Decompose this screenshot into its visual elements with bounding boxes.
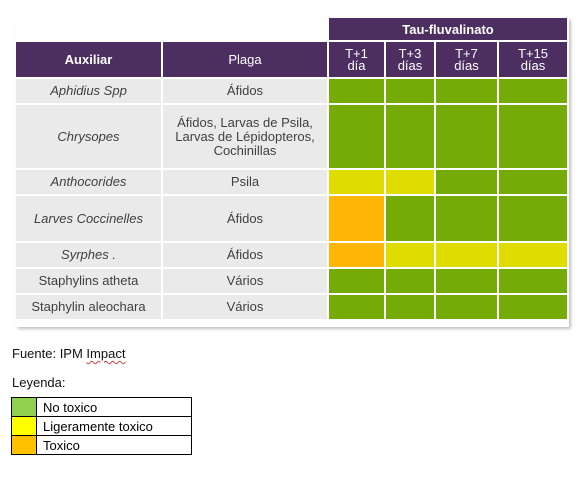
cell-auxiliar: Anthocorides <box>16 170 161 194</box>
plaga-text: Áfidos <box>226 247 264 262</box>
header-plaga: Plaga <box>163 42 327 77</box>
toxicity-cell-no <box>499 269 567 293</box>
toxicity-table: Tau-fluvalinato Auxiliar Plaga T+1 día T+3 día… <box>16 18 567 325</box>
toxicity-cell-no <box>499 295 567 319</box>
toxicity-cell-no <box>499 170 567 194</box>
auxiliar-text: Chrysopes <box>57 128 120 144</box>
toxicity-cell-no <box>499 196 567 241</box>
toxicity-cell-no <box>329 269 384 293</box>
toxicity-cell-lig <box>499 243 567 267</box>
header-time-line1: T+15 <box>518 45 548 61</box>
super-header-text: Tau-fluvalinato <box>402 21 494 37</box>
header-time-3: T+15 días <box>499 42 567 77</box>
cell-plaga: Vários <box>163 295 327 319</box>
header-time-2: T+7 días <box>436 42 497 77</box>
toxicity-cell-no <box>386 295 434 319</box>
plaga-text: Áfidos <box>226 210 264 226</box>
toxicity-cell-no <box>329 295 384 319</box>
toxicity-cell-tox <box>329 243 384 267</box>
header-time-line2: días <box>397 57 423 73</box>
auxiliar-text: Staphylin aleochara <box>31 299 146 314</box>
toxicity-cell-no <box>436 196 497 241</box>
toxicity-cell-no <box>499 105 567 168</box>
toxicity-cell-lig <box>386 170 434 194</box>
plaga-text: Áfidos <box>226 83 264 98</box>
toxicity-cell-no <box>436 105 497 168</box>
header-time-1: T+3 días <box>386 42 434 77</box>
cell-plaga: Vários <box>163 269 327 293</box>
header-time-line1: T+1 <box>345 45 368 61</box>
cell-auxiliar: Larves Coccinelles <box>16 196 161 241</box>
legend-title: Leyenda: <box>12 375 66 390</box>
cell-plaga: Áfidos, Larvas de Psila, Larvas de Lépid… <box>163 105 327 168</box>
cell-plaga: Áfidos <box>163 243 327 267</box>
cell-auxiliar: Aphidius Spp <box>16 79 161 103</box>
header-time-line2: días <box>520 57 546 73</box>
header-auxiliar: Auxiliar <box>16 42 161 77</box>
plaga-text: Psila <box>230 174 260 189</box>
toxicity-cell-no <box>386 196 434 241</box>
header-time-line1: T+3 <box>398 45 422 61</box>
cell-plaga: Psila <box>163 170 327 194</box>
auxiliar-text: Anthocorides <box>50 174 127 189</box>
plaga-text: Vários <box>226 273 264 288</box>
source-note: Fuente: IPM Impact <box>12 346 125 361</box>
cell-plaga: Áfidos <box>163 79 327 103</box>
super-header: Tau-fluvalinato <box>329 18 567 40</box>
cell-auxiliar: Syrphes . <box>16 243 161 267</box>
toxicity-cell-no <box>436 295 497 319</box>
auxiliar-text: Larves Coccinelles <box>33 210 144 226</box>
legend-label: Ligeramente toxico <box>36 416 192 436</box>
cell-auxiliar: Staphylins atheta <box>16 269 161 293</box>
toxicity-cell-no <box>329 105 384 168</box>
legend-label: Toxico <box>36 435 192 455</box>
legend-row-toxico: Toxico <box>11 435 192 455</box>
header-time-line1: T+7 <box>455 45 478 61</box>
auxiliar-text: Syrphes . <box>61 247 116 262</box>
toxicity-cell-no <box>436 79 497 103</box>
header-time-line2: días <box>454 57 479 73</box>
legend-swatch-green <box>11 397 37 417</box>
header-plaga-text: Plaga <box>228 51 262 67</box>
legend-row-ligeramente-toxico: Ligeramente toxico <box>11 416 192 436</box>
cell-auxiliar: Chrysopes <box>16 105 161 168</box>
legend-label: No toxico <box>36 397 192 417</box>
auxiliar-text: Staphylins atheta <box>38 273 139 288</box>
toxicity-cell-lig <box>329 170 384 194</box>
header-auxiliar-text: Auxiliar <box>64 51 113 67</box>
toxicity-cell-no <box>386 79 434 103</box>
source-brand: Impact <box>86 346 126 361</box>
header-time-line2: día <box>347 57 366 73</box>
plaga-text: Vários <box>226 299 264 314</box>
source-prefix: Fuente: IPM <box>12 346 87 361</box>
legend-swatch-orange <box>11 435 37 455</box>
legend-swatch-yellow <box>11 416 37 436</box>
toxicity-cell-no <box>329 79 384 103</box>
toxicity-cell-no <box>436 269 497 293</box>
toxicity-cell-lig <box>386 243 434 267</box>
toxicity-cell-tox <box>329 196 384 241</box>
toxicity-cell-no <box>386 105 434 168</box>
toxicity-cell-lig <box>436 243 497 267</box>
toxicity-cell-no <box>499 79 567 103</box>
toxicity-cell-no <box>436 170 497 194</box>
header-time-0: T+1 día <box>329 42 384 77</box>
cell-auxiliar: Staphylin aleochara <box>16 295 161 319</box>
cell-plaga: Áfidos <box>163 196 327 241</box>
toxicity-cell-no <box>386 269 434 293</box>
legend-table: No toxico Ligeramente toxico Toxico <box>11 397 192 455</box>
legend-row-no-toxico: No toxico <box>11 397 192 417</box>
plaga-text: Áfidos, Larvas de Psila, Larvas de Lépid… <box>175 114 315 158</box>
auxiliar-text: Aphidius Spp <box>50 83 127 98</box>
